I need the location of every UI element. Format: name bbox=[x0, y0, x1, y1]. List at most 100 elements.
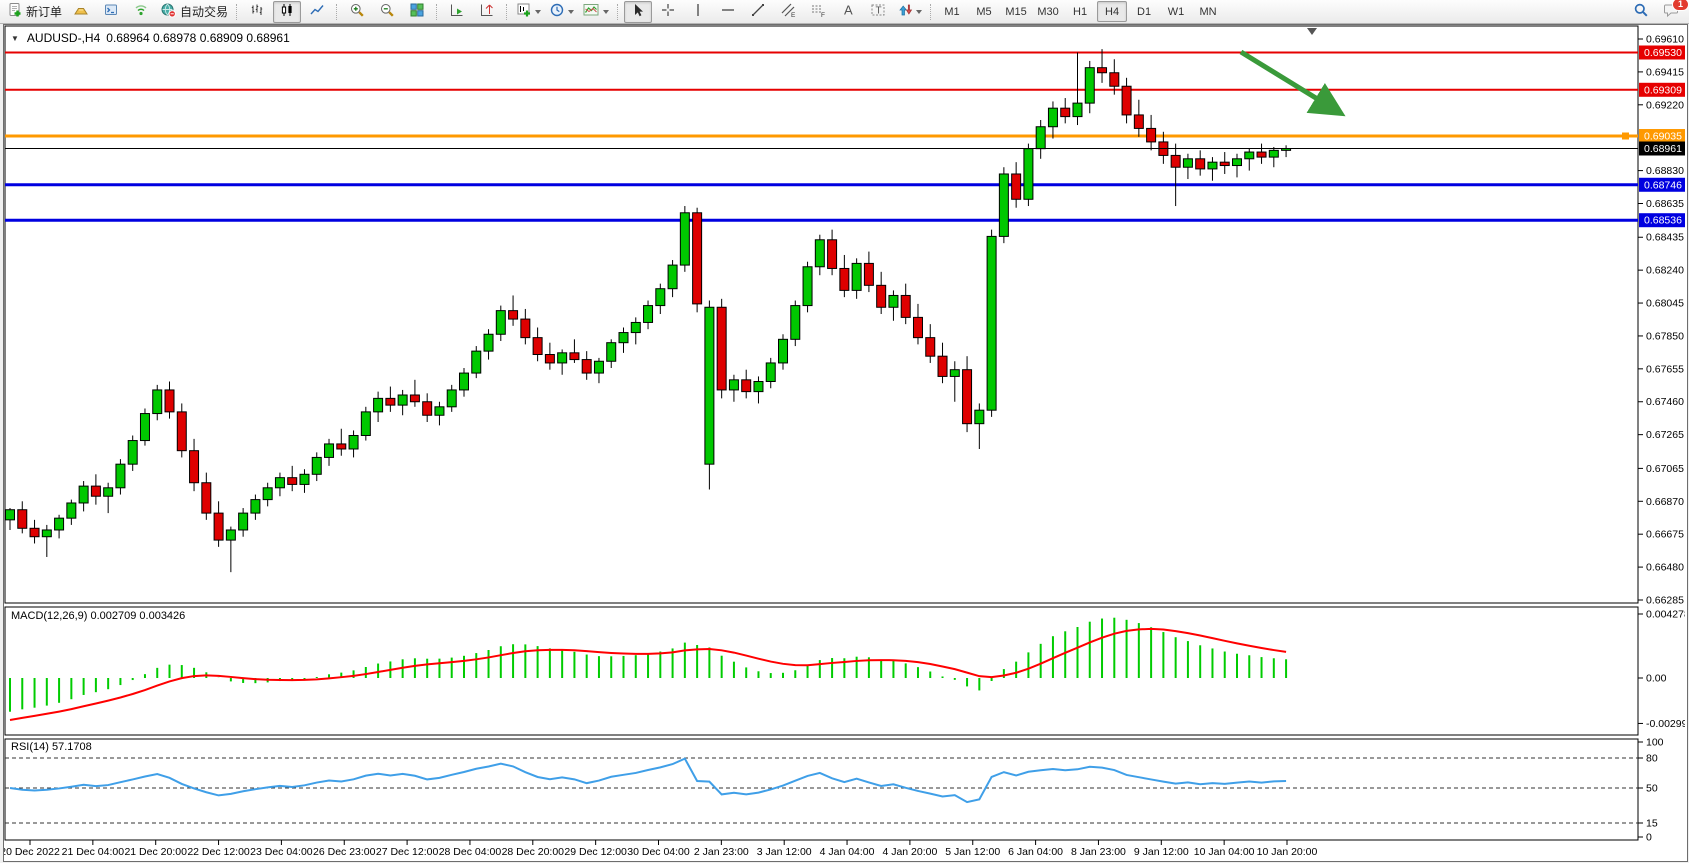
rsi-tick-label: 80 bbox=[1646, 753, 1658, 765]
crosshair-icon bbox=[660, 2, 676, 21]
vertical-line-tool-button[interactable] bbox=[684, 1, 712, 23]
text-label-tool-button[interactable]: T bbox=[864, 1, 892, 23]
toolbar-separator bbox=[436, 3, 438, 20]
clock-icon bbox=[549, 2, 565, 21]
chart-canvas[interactable]: 0.69610 0.69415 0.69220 0.68830 0.68635 0.684… bbox=[4, 25, 1685, 859]
timeframe-d1-button[interactable]: D1 bbox=[1137, 5, 1152, 18]
autotrading-icon bbox=[160, 2, 177, 21]
period-clock-button[interactable] bbox=[546, 1, 577, 23]
chart-shift-marker[interactable] bbox=[1307, 28, 1317, 35]
time-tick-label: 9 Jan 12:00 bbox=[1134, 846, 1189, 858]
hline-handle[interactable] bbox=[1622, 132, 1629, 140]
new-chart-button[interactable] bbox=[513, 1, 544, 23]
candles-layer bbox=[5, 49, 1292, 573]
equidistant-channel-tool-button[interactable]: E bbox=[774, 1, 802, 23]
trendline-tool-button[interactable] bbox=[744, 1, 772, 23]
time-tick-label: 21 Dec 04:00 bbox=[62, 846, 125, 858]
line-chart-button[interactable] bbox=[303, 1, 331, 23]
ohlc-quote-label: 0.68964 0.68978 0.68909 0.68961 bbox=[106, 31, 290, 45]
search-button[interactable] bbox=[1627, 1, 1655, 23]
channel-icon: E bbox=[780, 2, 796, 21]
gold-ingot-icon bbox=[73, 2, 89, 21]
collapse-triangle-icon[interactable]: ▼ bbox=[11, 33, 19, 43]
macd-pane[interactable] bbox=[4, 606, 1639, 736]
price-tick-label: 0.67460 bbox=[1646, 396, 1684, 408]
text-tool-button[interactable]: A bbox=[834, 1, 862, 23]
price-badge: 0.69309 bbox=[1644, 84, 1682, 96]
time-tick-label: 30 Dec 04:00 bbox=[627, 846, 690, 858]
price-tick-label: 0.69220 bbox=[1646, 99, 1684, 111]
autotrading-label: 自动交易 bbox=[180, 5, 229, 19]
zoom-in-button[interactable] bbox=[343, 1, 371, 23]
toolbar-separator bbox=[336, 3, 338, 20]
arrows-tool-button[interactable] bbox=[894, 1, 925, 23]
chart-window[interactable]: ▼ AUDUSD-,H4 0.68964 0.68978 0.68909 0.6… bbox=[3, 24, 1688, 862]
signals-button[interactable] bbox=[127, 1, 155, 23]
notification-badge: 1 bbox=[1672, 0, 1689, 11]
fibonacci-tool-button[interactable]: F bbox=[804, 1, 832, 23]
trend-arrow[interactable] bbox=[1239, 49, 1346, 117]
chart-shift-button[interactable] bbox=[473, 1, 501, 23]
bar-chart-button[interactable] bbox=[243, 1, 271, 23]
price-axis[interactable] bbox=[1638, 38, 1685, 838]
price-tick-label: 0.68635 bbox=[1646, 198, 1684, 210]
zoom-out-button[interactable] bbox=[373, 1, 401, 23]
indicators-button[interactable] bbox=[579, 1, 612, 23]
gold-button[interactable] bbox=[67, 1, 95, 23]
new-order-button[interactable]: 新订单 bbox=[4, 1, 65, 23]
macd-tick-label: 0.00 bbox=[1646, 673, 1667, 685]
timeframe-m5-button[interactable]: M5 bbox=[976, 5, 992, 18]
zoom-out-icon bbox=[379, 2, 395, 21]
chevron-down-icon bbox=[916, 9, 923, 14]
rsi-line bbox=[9, 757, 1287, 804]
zoom-in-icon bbox=[349, 2, 365, 21]
auto-scroll-button[interactable] bbox=[443, 1, 471, 23]
timeframe-m15-button[interactable]: M15 bbox=[1005, 5, 1027, 18]
timeframe-m1-button[interactable]: M1 bbox=[944, 5, 960, 18]
time-tick-label: 4 Jan 04:00 bbox=[820, 846, 875, 858]
tile-windows-button[interactable] bbox=[403, 1, 431, 23]
vertical-line-icon bbox=[690, 2, 706, 21]
horizontal-line-tool-button[interactable] bbox=[714, 1, 742, 23]
rsi-tick-label: 15 bbox=[1646, 818, 1658, 830]
rsi-tick-label: 100 bbox=[1646, 737, 1664, 749]
text-label-icon: T bbox=[870, 2, 886, 21]
main-toolbar: 新订单 自动交易 bbox=[0, 0, 1689, 24]
svg-text:A: A bbox=[844, 3, 853, 18]
community-chat-button[interactable]: 1 bbox=[1657, 0, 1689, 23]
time-tick-label: 10 Jan 04:00 bbox=[1194, 846, 1255, 858]
autotrading-button[interactable]: 自动交易 bbox=[157, 1, 231, 23]
timeframe-h1-button[interactable]: H1 bbox=[1073, 5, 1088, 18]
timeframe-h4-button[interactable]: H4 bbox=[1097, 1, 1128, 22]
crosshair-tool-button[interactable] bbox=[654, 1, 682, 23]
timeframe-m30-button[interactable]: M30 bbox=[1037, 5, 1059, 18]
price-tick-label: 0.68830 bbox=[1646, 165, 1684, 177]
rsi-tick-label: 0 bbox=[1646, 832, 1652, 844]
fibonacci-icon: F bbox=[810, 2, 826, 21]
price-tick-label: 0.67065 bbox=[1646, 463, 1684, 475]
time-tick-label: 10 Jan 20:00 bbox=[1257, 846, 1318, 858]
price-tick-label: 0.68240 bbox=[1646, 265, 1684, 277]
horizontal-line-icon bbox=[720, 2, 736, 21]
rsi-tick-label: 50 bbox=[1646, 783, 1658, 795]
search-icon bbox=[1633, 2, 1649, 21]
timeframe-w1-button[interactable]: W1 bbox=[1167, 5, 1185, 18]
time-tick-label: 6 Jan 04:00 bbox=[1008, 846, 1063, 858]
time-tick-label: 26 Dec 23:00 bbox=[313, 846, 376, 858]
metaeditor-button[interactable] bbox=[97, 1, 125, 23]
time-tick-label: 5 Jan 12:00 bbox=[945, 846, 1000, 858]
toolbar-separator bbox=[506, 3, 508, 20]
time-tick-label: 29 Dec 12:00 bbox=[564, 846, 627, 858]
new-order-label: 新订单 bbox=[26, 5, 63, 19]
time-tick-label: 23 Dec 04:00 bbox=[250, 846, 313, 858]
cursor-tool-button[interactable] bbox=[624, 0, 653, 23]
new-order-icon bbox=[7, 2, 23, 21]
price-pane[interactable] bbox=[4, 25, 1639, 604]
timeframe-mn-button[interactable]: MN bbox=[1199, 5, 1217, 18]
tile-windows-icon bbox=[409, 2, 425, 21]
text-icon: A bbox=[840, 2, 856, 21]
candlestick-chart-button[interactable] bbox=[273, 0, 302, 23]
time-axis[interactable] bbox=[29, 840, 1288, 845]
time-tick-label: 22 Dec 12:00 bbox=[187, 846, 250, 858]
chevron-down-icon bbox=[535, 9, 542, 14]
